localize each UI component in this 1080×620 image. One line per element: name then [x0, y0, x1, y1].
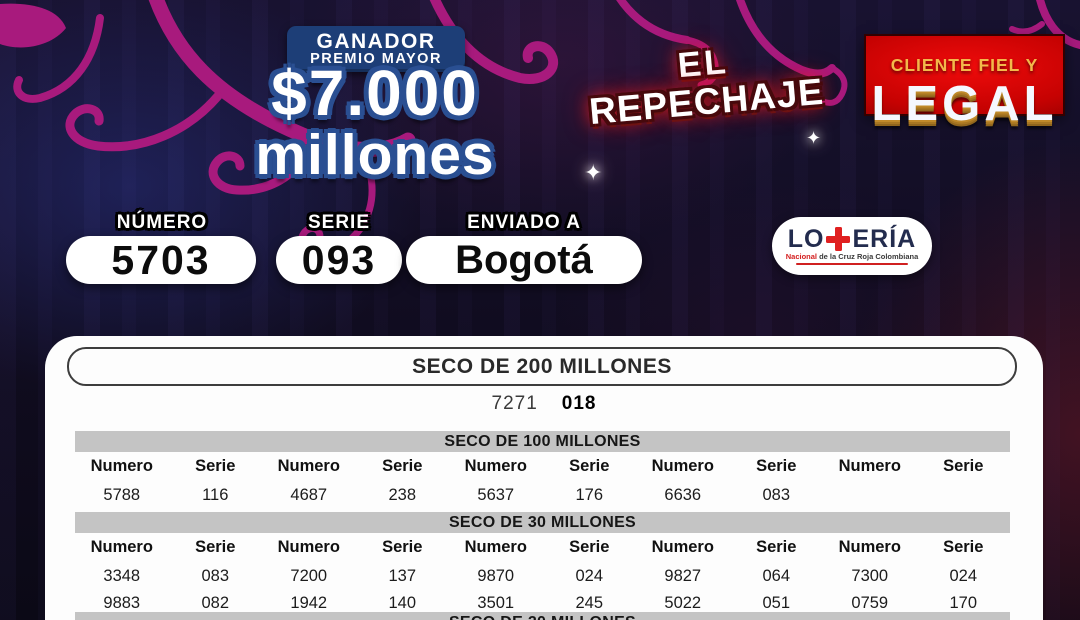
result-cell: 245 — [575, 594, 604, 612]
seco-100-title: SECO DE 100 MILLONES — [444, 432, 641, 450]
loteria-subtitle-rest: de la Cruz Roja Colombiana — [817, 252, 919, 261]
seco-100-band: SECO DE 100 MILLONES — [75, 431, 1010, 452]
result-cell: 137 — [388, 567, 417, 585]
column-header: Serie — [569, 538, 610, 556]
result-cell: 7300 — [851, 567, 889, 585]
prize-unit: millones — [255, 123, 495, 187]
column-header: Numero — [464, 538, 527, 556]
column-header: Numero — [651, 457, 714, 475]
result-cell: 116 — [202, 486, 229, 504]
seco-200-title: SECO DE 200 MILLONES — [412, 354, 672, 378]
column-header: Serie — [756, 538, 797, 556]
result-cell: 7200 — [290, 567, 328, 585]
result-cell: 6636 — [664, 486, 702, 504]
result-cell: 1942 — [290, 594, 328, 612]
column-header: Serie — [756, 457, 797, 475]
result-cell: 9870 — [477, 567, 515, 585]
seco-200-serie: 018 — [561, 393, 597, 414]
serie-label: SERIE — [307, 212, 371, 233]
enviado-value-pill: Bogotá — [406, 236, 642, 284]
result-cell: 140 — [388, 594, 417, 612]
result-cell: 5788 — [103, 486, 141, 504]
result-cell: 170 — [949, 594, 978, 612]
column-header: Numero — [464, 457, 527, 475]
loteria-name: LO ERÍA — [787, 225, 917, 253]
result-cell: 082 — [201, 594, 230, 612]
result-cell — [823, 486, 917, 505]
result-cell: 083 — [201, 567, 230, 585]
seco-100-row: 5788 116 4687 238 5637 176 6636 083 — [75, 486, 1010, 505]
winner-badge-line1: GANADOR — [316, 30, 436, 53]
prize-amount-block: $7.000 millones — [135, 57, 615, 187]
loteria-underline — [796, 263, 908, 265]
result-cell: 3348 — [103, 567, 141, 585]
seco-30-band: SECO DE 30 MILLONES — [75, 512, 1010, 533]
column-header: Numero — [838, 538, 901, 556]
column-header: Serie — [382, 457, 423, 475]
column-header: Numero — [651, 538, 714, 556]
result-cell: 083 — [762, 486, 791, 504]
legal-badge: CLIENTE FIEL Y LEGAL — [866, 36, 1063, 131]
column-header: Numero — [277, 457, 340, 475]
seco-20-title: SECO DE 20 MILLONES — [449, 614, 636, 620]
loteria-subtitle-red: Nacional — [785, 252, 817, 261]
serie-value-pill: 093 — [276, 236, 402, 284]
result-cell: 5637 — [477, 486, 515, 504]
result-cell: 9827 — [664, 567, 702, 585]
loteria-logo: LO ERÍA Nacional de la Cruz Roja Colombi… — [772, 217, 932, 275]
loteria-subtitle: Nacional de la Cruz Roja Colombiana — [786, 252, 919, 261]
seco-200-result: 7271 018 — [45, 393, 1043, 415]
column-header: Numero — [277, 538, 340, 556]
sparkle-icon: ✦ — [584, 160, 603, 185]
result-cell: 064 — [762, 567, 791, 585]
seco-30-row: 3348 083 7200 137 9870 024 9827 064 7300… — [75, 567, 1010, 586]
column-header: Numero — [90, 538, 153, 556]
seco-20-band: SECO DE 20 MILLONES — [75, 612, 1010, 620]
result-cell: 4687 — [290, 486, 328, 504]
result-cell: 176 — [575, 486, 604, 504]
legal-badge-line1: CLIENTE FIEL Y — [890, 55, 1039, 75]
legal-badge-line2: LEGAL — [871, 77, 1058, 131]
result-cell: 0759 — [851, 594, 889, 612]
result-cell: 024 — [949, 567, 978, 585]
column-header: Numero — [838, 457, 901, 475]
column-header: Serie — [569, 457, 610, 475]
result-cell: 024 — [575, 567, 604, 585]
seco-200-numero: 7271 — [491, 393, 538, 414]
result-cell: 5022 — [664, 594, 702, 612]
loteria-name-right: ERÍA — [852, 225, 917, 253]
column-header: Serie — [195, 457, 236, 475]
result-cell — [917, 486, 1011, 505]
winner-badge-line2: PREMIO MAYOR — [310, 51, 442, 67]
enviado-label: ENVIADO A — [467, 212, 581, 233]
numero-label: NÚMERO — [116, 212, 208, 233]
seco-30-row: 9883 082 1942 140 3501 245 5022 051 0759… — [75, 594, 1010, 613]
seco-30-header-row: Numero Serie Numero Serie Numero Serie N… — [75, 538, 1010, 557]
column-header: Serie — [382, 538, 423, 556]
numero-value-pill: 5703 — [66, 236, 256, 284]
column-header: Serie — [943, 457, 984, 475]
prize-amount: $7.000 — [271, 57, 479, 129]
column-header: Serie — [195, 538, 236, 556]
column-header: Serie — [943, 538, 984, 556]
result-cell: 3501 — [477, 594, 515, 612]
results-panel: SECO DE 200 MILLONES 7271 018 SECO DE 100… — [45, 336, 1043, 620]
red-cross-icon — [826, 227, 851, 251]
sparkle-icon: ✦ — [806, 128, 822, 148]
column-header: Numero — [90, 457, 153, 475]
seco-100-header-row: Numero Serie Numero Serie Numero Serie N… — [75, 457, 1010, 476]
winner-badge: GANADOR PREMIO MAYOR — [287, 26, 465, 72]
seco-30-title: SECO DE 30 MILLONES — [448, 513, 637, 531]
loteria-name-left: LO — [787, 225, 825, 253]
seco-200-title-box: SECO DE 200 MILLONES — [67, 347, 1017, 386]
result-cell: 238 — [388, 486, 417, 504]
result-cell: 051 — [762, 594, 791, 612]
result-cell: 9883 — [103, 594, 141, 612]
